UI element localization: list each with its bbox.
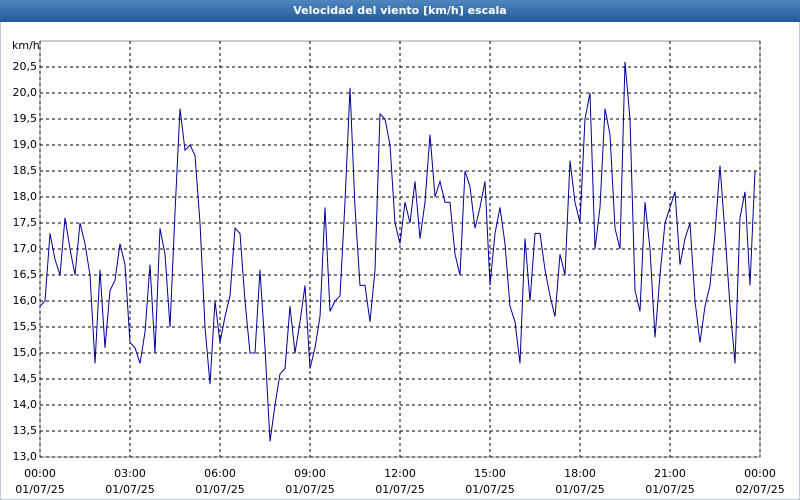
- x-tick-date: 01/07/25: [555, 483, 604, 496]
- x-tick-date: 01/07/25: [195, 483, 244, 496]
- chart-title: Velocidad del viento [km/h] escala: [293, 4, 506, 17]
- y-tick-label: 19,5: [13, 112, 38, 125]
- y-tick-label: 20,0: [13, 86, 38, 99]
- y-tick-label: 15,5: [13, 320, 38, 333]
- x-tick-date: 01/07/25: [285, 483, 334, 496]
- x-tick-label: 00:00: [24, 467, 56, 480]
- title-bar: [0, 0, 800, 22]
- y-tick-label: 18,0: [13, 190, 38, 203]
- y-tick-label: 13,5: [13, 424, 38, 437]
- y-tick-label: 17,5: [13, 216, 38, 229]
- x-tick-date: 01/07/25: [105, 483, 154, 496]
- y-tick-label: 17,0: [13, 242, 38, 255]
- data-line: [39, 61, 756, 442]
- y-tick-label: 20,5: [13, 60, 38, 73]
- y-tick-label: 18,5: [13, 164, 38, 177]
- y-tick-label: 14,0: [13, 398, 38, 411]
- x-tick-label: 09:00: [294, 467, 326, 480]
- y-tick-label: 19,0: [13, 138, 38, 151]
- x-tick-date: 01/07/25: [15, 483, 64, 496]
- x-tick-date: 01/07/25: [465, 483, 514, 496]
- y-tick-label: 16,0: [13, 294, 38, 307]
- x-tick-date: 02/07/25: [735, 483, 784, 496]
- y-tick-label: 14,5: [13, 372, 38, 385]
- x-tick-date: 01/07/25: [375, 483, 424, 496]
- y-tick-label: 15,0: [13, 346, 38, 359]
- x-tick-date: 01/07/25: [645, 483, 694, 496]
- y-axis-label: km/h: [12, 39, 40, 52]
- x-tick-label: 00:00: [744, 467, 776, 480]
- x-tick-label: 18:00: [564, 467, 596, 480]
- y-tick-label: 16,5: [13, 268, 38, 281]
- x-tick-label: 06:00: [204, 467, 236, 480]
- x-tick-label: 03:00: [114, 467, 146, 480]
- x-tick-label: 21:00: [654, 467, 686, 480]
- x-tick-label: 15:00: [474, 467, 506, 480]
- y-tick-label: 13,0: [13, 450, 38, 463]
- x-tick-label: 12:00: [384, 467, 416, 480]
